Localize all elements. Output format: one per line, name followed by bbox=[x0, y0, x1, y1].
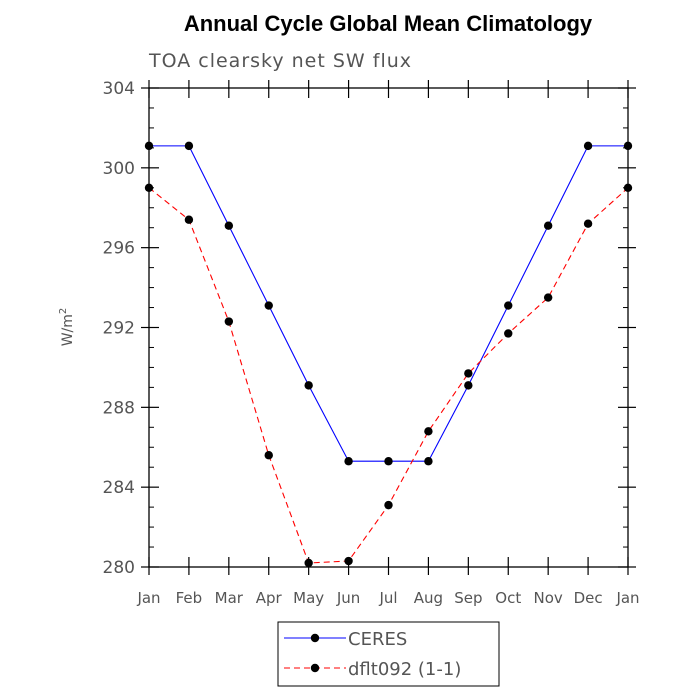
y-tick-label: 300 bbox=[103, 159, 135, 179]
legend-label: dflt092 (1-1) bbox=[348, 659, 461, 680]
plot-border bbox=[148, 87, 629, 568]
data-point bbox=[144, 183, 154, 192]
x-tick-label: Jun bbox=[336, 589, 360, 607]
data-point bbox=[144, 141, 154, 151]
data-point bbox=[184, 141, 194, 151]
x-tick-label: Nov bbox=[534, 589, 563, 607]
x-tick-label: Oct bbox=[495, 589, 521, 607]
legend-marker bbox=[310, 663, 320, 673]
data-point bbox=[384, 500, 393, 510]
minor-ticks bbox=[149, 107, 628, 548]
x-axis: Jan Feb Mar Apr May Jun Jul Aug Sep Oct Nov Dec Jan bbox=[136, 80, 640, 607]
data-point bbox=[304, 558, 313, 568]
y-tick-label: 296 bbox=[103, 239, 135, 259]
series-line bbox=[149, 145, 628, 462]
data-point bbox=[184, 215, 194, 224]
data-point bbox=[623, 183, 633, 192]
legend-label: CERES bbox=[348, 629, 407, 650]
y-axis-label-sup: 2 bbox=[58, 308, 69, 314]
x-tick-label: May bbox=[293, 589, 324, 607]
x-tick-label: Jan bbox=[136, 589, 160, 607]
y-tick-label: 280 bbox=[103, 558, 135, 578]
x-tick-label: Sep bbox=[454, 589, 482, 607]
data-point bbox=[464, 381, 473, 390]
legend-box bbox=[277, 621, 500, 687]
y-tick-label: 304 bbox=[103, 79, 135, 99]
chart-subtitle: TOA clearsky net SW flux bbox=[148, 50, 412, 72]
data-point bbox=[264, 451, 273, 460]
x-tick-label: Jul bbox=[378, 589, 397, 607]
legend-marker bbox=[310, 633, 320, 643]
data-point bbox=[424, 427, 433, 436]
y-axis-label-base: W/m bbox=[60, 314, 76, 346]
data-point bbox=[344, 457, 353, 466]
data-point bbox=[504, 329, 513, 338]
series-layer bbox=[144, 141, 633, 568]
data-point bbox=[344, 556, 353, 566]
x-tick-label: Dec bbox=[574, 589, 603, 607]
chart-title: Annual Cycle Global Mean Climatology bbox=[184, 11, 593, 36]
data-point bbox=[224, 221, 234, 230]
data-point bbox=[543, 221, 553, 230]
data-point bbox=[224, 317, 234, 326]
data-point bbox=[304, 381, 313, 390]
x-tick-label: Feb bbox=[176, 589, 203, 607]
data-point bbox=[424, 457, 433, 466]
data-point bbox=[464, 369, 473, 378]
x-tick-label: Aug bbox=[414, 589, 443, 607]
y-tick-label: 292 bbox=[103, 319, 135, 339]
data-point bbox=[583, 219, 593, 228]
y-tick-label: 284 bbox=[103, 478, 135, 498]
x-tick-label: Jan bbox=[615, 589, 639, 607]
data-point bbox=[623, 141, 633, 151]
x-tick-label: Apr bbox=[256, 589, 283, 607]
data-point bbox=[583, 141, 593, 151]
x-tick-label: Mar bbox=[215, 589, 244, 607]
y-tick-label: 288 bbox=[103, 398, 135, 418]
legend: CERES dflt092 (1-1) bbox=[277, 621, 500, 687]
plot-frame bbox=[148, 87, 629, 568]
data-point bbox=[384, 457, 393, 466]
data-point bbox=[543, 293, 553, 302]
series-dflt092 bbox=[144, 183, 633, 568]
y-axis-label: W/m2 bbox=[58, 308, 76, 347]
data-point bbox=[264, 301, 273, 310]
data-point bbox=[504, 301, 513, 310]
series-ceres bbox=[144, 141, 633, 466]
y-axis: 280 284 288 292 296 300 304 bbox=[103, 79, 636, 578]
